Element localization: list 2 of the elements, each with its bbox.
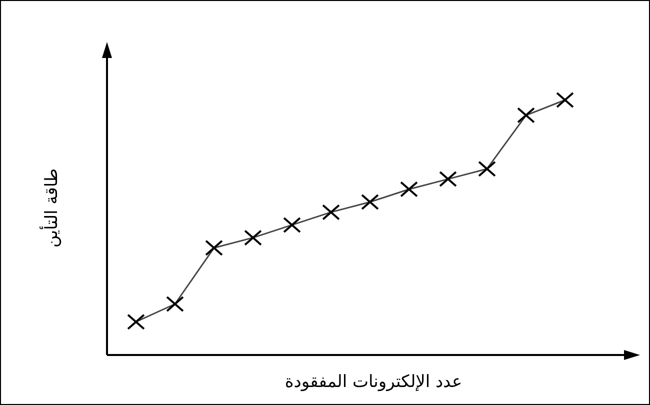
y-axis-title: طاقة التأين xyxy=(42,167,62,250)
x-axis-title: عدد الإلكترونات المفقودة xyxy=(284,372,464,392)
